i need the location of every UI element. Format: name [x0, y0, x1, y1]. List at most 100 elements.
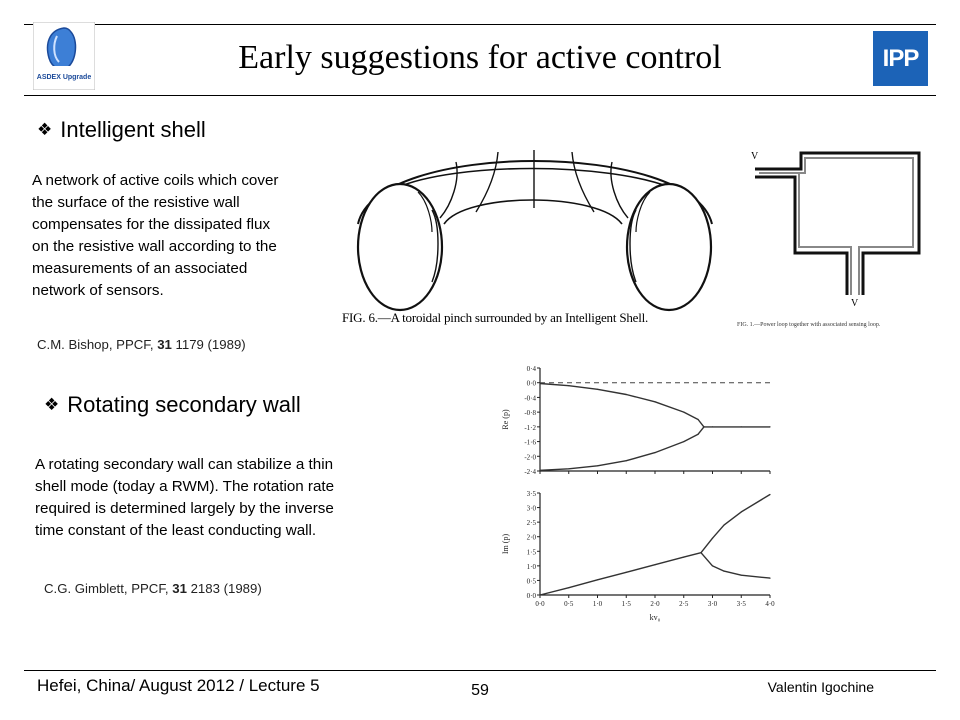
x-tick-label: 0·0 [535, 600, 545, 608]
data-point [723, 524, 725, 526]
footer-author: Valentin Igochine [767, 679, 874, 695]
data-point [700, 552, 702, 554]
power-loop-figure: V V FIG. 1.—Power loop together with ass… [735, 145, 940, 337]
paragraph-line: compensates for the dissipated flux [32, 216, 271, 233]
dispersion-plots: 0·4 0·0 -0·4 -0·8 -1·2 -1·6 -2·0 -2·4 Re (p) 0·0 0… [494, 356, 800, 628]
reference-pages: 1179 (1989) [171, 337, 246, 352]
x-tick-label: 1·5 [622, 600, 632, 608]
dispersion-plots-svg: 0·40·0-0·4-0·8-1·2-1·6-2·0-2·4Re (p)0·00… [494, 356, 800, 628]
y-tick-label: 3·0 [527, 505, 537, 513]
data-point [654, 401, 656, 403]
y-tick-label: 0·0 [527, 380, 537, 388]
data-point [723, 570, 725, 572]
section-heading-rotating-wall: ❖ Rotating secondary wall [44, 392, 301, 420]
header-top-rule [24, 24, 936, 25]
x-tick-label: 3·5 [737, 600, 747, 608]
data-point [683, 556, 685, 558]
slide-title: Early suggestions for active control [238, 39, 722, 76]
reference-volume: 31 [157, 337, 172, 352]
footer-rule [24, 670, 936, 671]
ipp-logo-text: IPP [882, 45, 920, 72]
data-point [703, 426, 705, 428]
data-point [568, 468, 570, 470]
data-point [625, 393, 627, 396]
paragraph-line: time constant of the least conducting wa… [35, 522, 317, 539]
y-tick-label: 2·5 [527, 519, 537, 527]
data-point [740, 511, 742, 513]
data-point [539, 594, 541, 596]
y-axis-label: Im (p) [501, 534, 510, 555]
diamond-bullet-icon: ❖ [37, 120, 53, 140]
rotating-wall-description: A rotating secondary wall can stabilize … [35, 454, 415, 542]
reference-authors: C.M. Bishop, PPCF, [37, 337, 158, 352]
data-point [596, 388, 599, 390]
data-point [740, 426, 742, 428]
y-tick-label: -2·0 [524, 453, 536, 461]
series-line-0-1 [539, 426, 705, 471]
reference-bishop: C.M. Bishop, PPCF, 31 1179 (1989) [37, 337, 246, 353]
power-loop-label-bottom: V [851, 298, 859, 309]
y-tick-label: -1·2 [524, 424, 536, 432]
paragraph-line: network of sensors. [32, 282, 164, 299]
paragraph-line: shell mode (today a RWM). The rotation r… [35, 478, 335, 495]
data-point [711, 537, 714, 539]
y-tick-label: 0·0 [527, 592, 537, 600]
reference-volume: 31 [172, 581, 187, 596]
section-heading-intelligent-shell: ❖ Intelligent shell [37, 117, 206, 145]
data-point [711, 426, 714, 428]
asdex-upgrade-logo: ASDEX Upgrade [32, 21, 96, 91]
data-point [769, 493, 771, 496]
header-bottom-rule [24, 95, 936, 96]
data-point [697, 418, 699, 421]
x-tick-label: 1·0 [593, 600, 603, 608]
paragraph-line: on the resistive wall according to the [32, 238, 277, 255]
y-tick-label: -2·4 [524, 468, 536, 476]
data-point [568, 587, 570, 589]
data-point [711, 565, 714, 567]
data-point [697, 433, 699, 435]
x-tick-label: 2·0 [650, 600, 660, 608]
reference-authors: C.G. Gimblett, PPCF, [44, 581, 173, 596]
heading-text: Rotating secondary wall [67, 392, 301, 417]
data-point [625, 571, 627, 573]
data-point [769, 577, 771, 579]
paragraph-line: the surface of the resistive wall [32, 194, 240, 211]
power-loop-label-top: V [751, 151, 759, 162]
power-loop-caption: FIG. 1.—Power loop together with associa… [737, 322, 881, 328]
data-point [539, 469, 541, 471]
y-tick-label: -0·4 [524, 394, 536, 402]
data-point [539, 382, 541, 385]
ipp-logo: IPP [873, 31, 928, 86]
data-point [596, 579, 599, 581]
reference-pages: 2183 (1989) [186, 581, 262, 596]
x-tick-label: 0·5 [564, 600, 574, 608]
paragraph-line: required is determined largely by the in… [35, 500, 334, 517]
asdex-upgrade-logo-text: ASDEX Upgrade [36, 74, 92, 81]
torus-figure-caption: FIG. 6.—A toroidal pinch surrounded by a… [342, 310, 649, 325]
data-point [769, 426, 771, 428]
y-tick-label: 0·5 [527, 577, 537, 585]
x-tick-label: 4·0 [765, 600, 775, 608]
heading-text: Intelligent shell [60, 117, 206, 142]
data-point [683, 411, 685, 413]
y-tick-label: 1·5 [527, 548, 537, 556]
data-point [654, 452, 656, 454]
diamond-bullet-icon: ❖ [44, 395, 60, 415]
series-line-0-0 [539, 382, 705, 428]
data-point [568, 385, 570, 387]
reference-gimblett: C.G. Gimblett, PPCF, 31 2183 (1989) [44, 581, 262, 597]
torus-figure: FIG. 6.—A toroidal pinch surrounded by a… [336, 132, 732, 338]
page-number: 59 [471, 682, 489, 699]
intelligent-shell-description: A network of active coils which cover th… [32, 170, 342, 302]
data-point [654, 564, 656, 566]
x-axis-label: kv₀ [650, 613, 661, 622]
y-tick-label: 0·4 [527, 365, 537, 373]
data-point [625, 460, 627, 462]
y-tick-label: -1·6 [524, 439, 536, 447]
footer-venue: Hefei, China/ August 2012 / Lecture 5 [37, 676, 320, 695]
x-tick-label: 3·0 [708, 600, 718, 608]
x-tick-label: 2·5 [679, 600, 689, 608]
data-point [683, 440, 685, 443]
paragraph-line: measurements of an associated [32, 260, 248, 277]
y-tick-label: -0·8 [524, 409, 536, 417]
